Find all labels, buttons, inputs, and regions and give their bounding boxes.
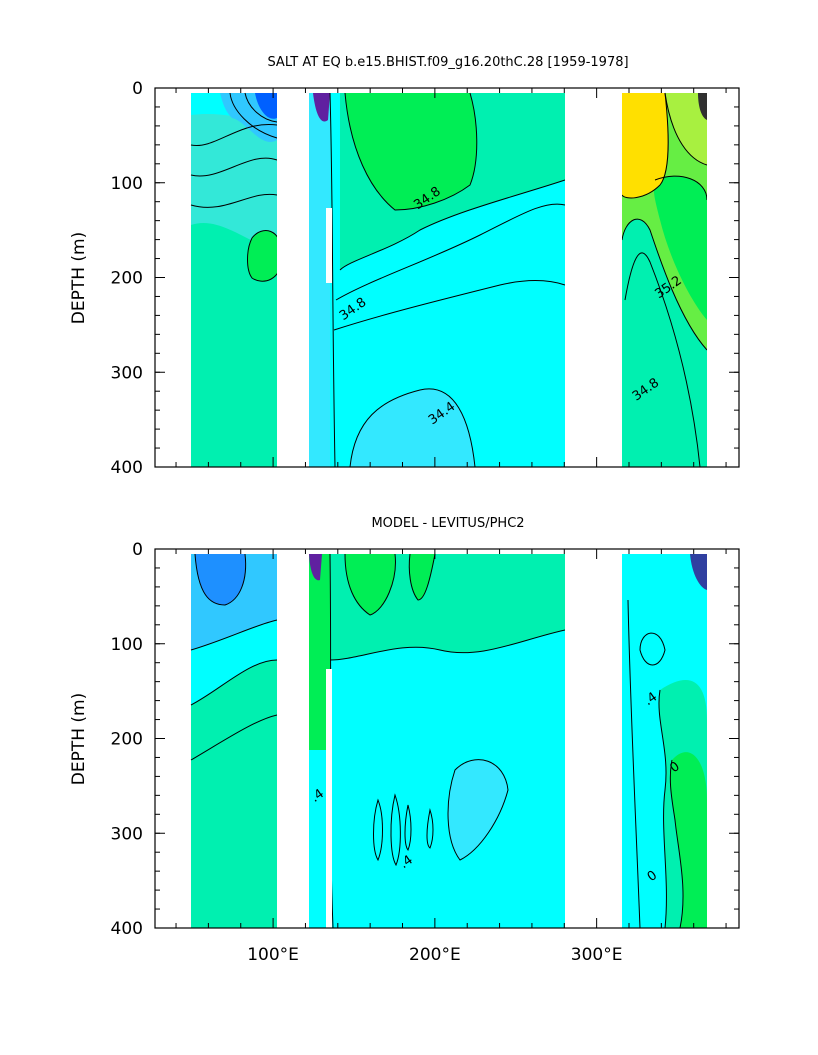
top-y-ticks: 0 100 200 300 400	[111, 79, 739, 478]
y-tick-label: 300	[111, 363, 143, 383]
pacific-diff-corner	[309, 554, 322, 581]
salinity-contours	[190, 92, 708, 468]
atlantic-green-lens	[653, 176, 707, 320]
west-salty-lens	[247, 230, 282, 282]
pacific-diff-fresh	[448, 759, 508, 860]
east-edge	[707, 93, 739, 467]
y-tick-label: 400	[111, 458, 143, 478]
top-y-axis-label: DEPTH (m)	[69, 232, 89, 324]
island-gap-b	[326, 669, 332, 928]
pacific-diff-green1	[345, 554, 396, 615]
salinity-panel: SALT AT EQ b.e15.BHIST.f09_g16.20thC.28 …	[69, 55, 740, 478]
bottom-panel-title: MODEL - LEVITUS/PHC2	[371, 516, 524, 531]
island-gap	[326, 208, 332, 283]
salinity-field	[191, 93, 707, 467]
land-gap-west-b	[277, 554, 309, 928]
pacific-diff-green2	[409, 554, 435, 600]
y-tick-label: 100	[111, 635, 143, 655]
difference-field	[191, 554, 707, 928]
difference-contour-labels: .40.4.40	[308, 690, 683, 885]
y-tick-label: 100	[111, 174, 143, 194]
bottom-x-ticks: 100°E 200°E 300°E	[175, 549, 727, 965]
west-diff-core	[195, 554, 246, 605]
pacific-salty-core	[345, 93, 477, 210]
land-gap-east	[565, 93, 622, 467]
y-tick-label: 0	[132, 540, 143, 560]
land-gap-east-b	[565, 554, 622, 928]
bottom-y-ticks: 0 100 200 300 400	[111, 540, 739, 939]
difference-panel: MODEL - LEVITUS/PHC2	[69, 516, 740, 965]
pacific-corner-core	[313, 93, 330, 122]
y-tick-label: 300	[111, 824, 143, 844]
y-tick-label: 200	[111, 269, 143, 289]
pacific-deep-fresh	[350, 388, 475, 467]
west-fresh-max	[255, 93, 277, 119]
top-x-ticks	[175, 88, 727, 467]
land-gap-west	[277, 93, 309, 467]
atlantic-diff-corner	[690, 554, 707, 590]
top-panel-title: SALT AT EQ b.e15.BHIST.f09_g16.20thC.28 …	[267, 55, 628, 70]
bottom-y-axis-label: DEPTH (m)	[69, 693, 89, 785]
x-tick-label: 100°E	[247, 945, 299, 965]
y-tick-label: 0	[132, 79, 143, 99]
x-tick-label: 200°E	[409, 945, 461, 965]
y-tick-label: 400	[111, 919, 143, 939]
atlantic-ne-band	[665, 93, 707, 165]
x-tick-label: 300°E	[571, 945, 623, 965]
atlantic-salty-max	[622, 93, 669, 198]
y-tick-label: 200	[111, 730, 143, 750]
east-edge-b	[707, 554, 739, 928]
pacific-west-strip	[309, 93, 330, 467]
atlantic-corner	[698, 93, 707, 120]
atlantic-diff-green	[670, 752, 707, 928]
pacific-diff-west	[309, 554, 330, 750]
